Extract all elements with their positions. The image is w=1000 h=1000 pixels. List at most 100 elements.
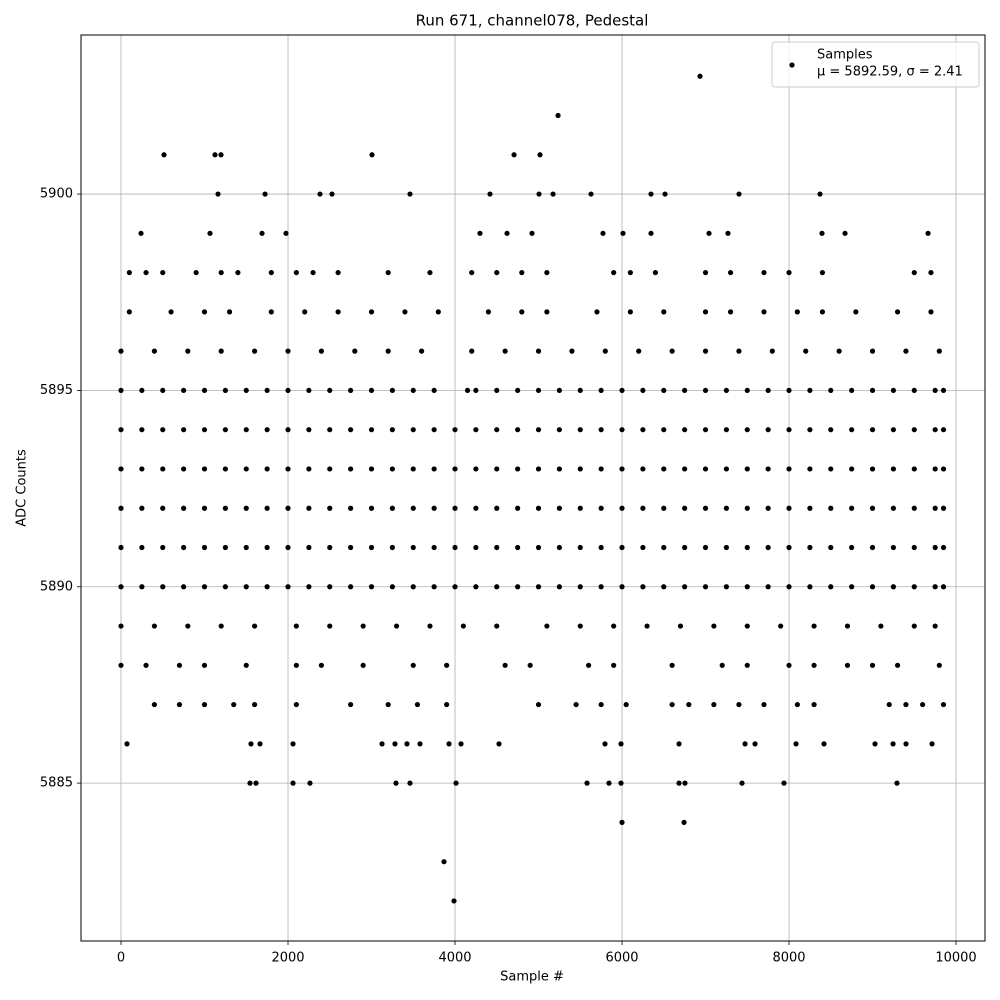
point [264, 387, 270, 394]
point [627, 269, 633, 276]
point [368, 427, 375, 433]
point [306, 387, 312, 394]
point [118, 544, 124, 551]
point [640, 466, 646, 472]
x-tick-label: 6000 [605, 951, 638, 966]
point [727, 309, 734, 315]
point [139, 544, 145, 551]
point [648, 191, 654, 197]
points-layer [118, 73, 947, 904]
point [853, 309, 859, 315]
point [431, 544, 437, 551]
point [894, 780, 900, 786]
point [452, 584, 458, 590]
point [849, 544, 855, 551]
point [431, 466, 437, 472]
point [212, 152, 218, 158]
point [348, 466, 354, 472]
point [118, 466, 124, 472]
point [611, 269, 617, 276]
point [584, 780, 590, 786]
point [431, 584, 437, 590]
point [151, 701, 157, 708]
point [181, 427, 187, 433]
point [765, 505, 771, 511]
x-tick-label: 10000 [935, 951, 976, 966]
point [264, 427, 270, 433]
point [253, 780, 259, 786]
point [201, 701, 208, 708]
point [494, 466, 500, 472]
point [458, 741, 464, 747]
point [535, 701, 542, 708]
point [727, 269, 734, 276]
point [573, 701, 579, 708]
point [676, 741, 682, 747]
y-tick-label: 5885 [40, 776, 73, 791]
point [318, 348, 325, 354]
point [807, 466, 813, 472]
point [151, 623, 157, 629]
point [327, 505, 333, 511]
point [723, 505, 729, 511]
point [828, 505, 834, 511]
point [306, 466, 312, 472]
point [932, 584, 938, 590]
point [652, 269, 659, 276]
point [368, 309, 375, 315]
point [231, 701, 237, 708]
point [736, 701, 742, 708]
point [821, 741, 827, 747]
point [494, 427, 500, 433]
point [360, 623, 366, 629]
point [519, 309, 525, 315]
point [389, 427, 395, 433]
point [410, 505, 416, 511]
point [235, 269, 241, 276]
point [711, 701, 717, 708]
point [932, 427, 938, 433]
point [494, 387, 500, 394]
point [911, 623, 917, 629]
point [577, 466, 583, 472]
point [515, 505, 521, 511]
point [894, 662, 901, 668]
point [118, 662, 124, 668]
point [606, 780, 612, 786]
point [556, 505, 562, 511]
point [736, 348, 742, 354]
point [290, 741, 296, 747]
point [317, 191, 323, 197]
point [389, 505, 395, 511]
point [407, 780, 413, 786]
point [828, 427, 834, 433]
legend-box [771, 41, 980, 88]
point [586, 662, 592, 668]
point [222, 466, 228, 472]
point [264, 505, 270, 511]
point [369, 152, 375, 158]
point [781, 780, 787, 786]
point [138, 230, 144, 236]
point [181, 544, 187, 551]
point [285, 584, 291, 590]
point [285, 505, 291, 511]
point [723, 387, 729, 394]
point [243, 662, 249, 668]
point [681, 819, 687, 825]
point [243, 505, 249, 511]
point [385, 348, 391, 354]
legend-stats: μ = 5892.59, σ = 2.41 [817, 65, 963, 80]
point [285, 427, 291, 433]
point [828, 584, 834, 590]
point [932, 623, 938, 629]
point [600, 230, 606, 236]
point [348, 505, 354, 511]
point [494, 505, 500, 511]
point [222, 387, 228, 394]
point [669, 348, 675, 354]
point [410, 584, 416, 590]
point [598, 701, 604, 708]
point [702, 387, 709, 394]
point [598, 584, 604, 590]
